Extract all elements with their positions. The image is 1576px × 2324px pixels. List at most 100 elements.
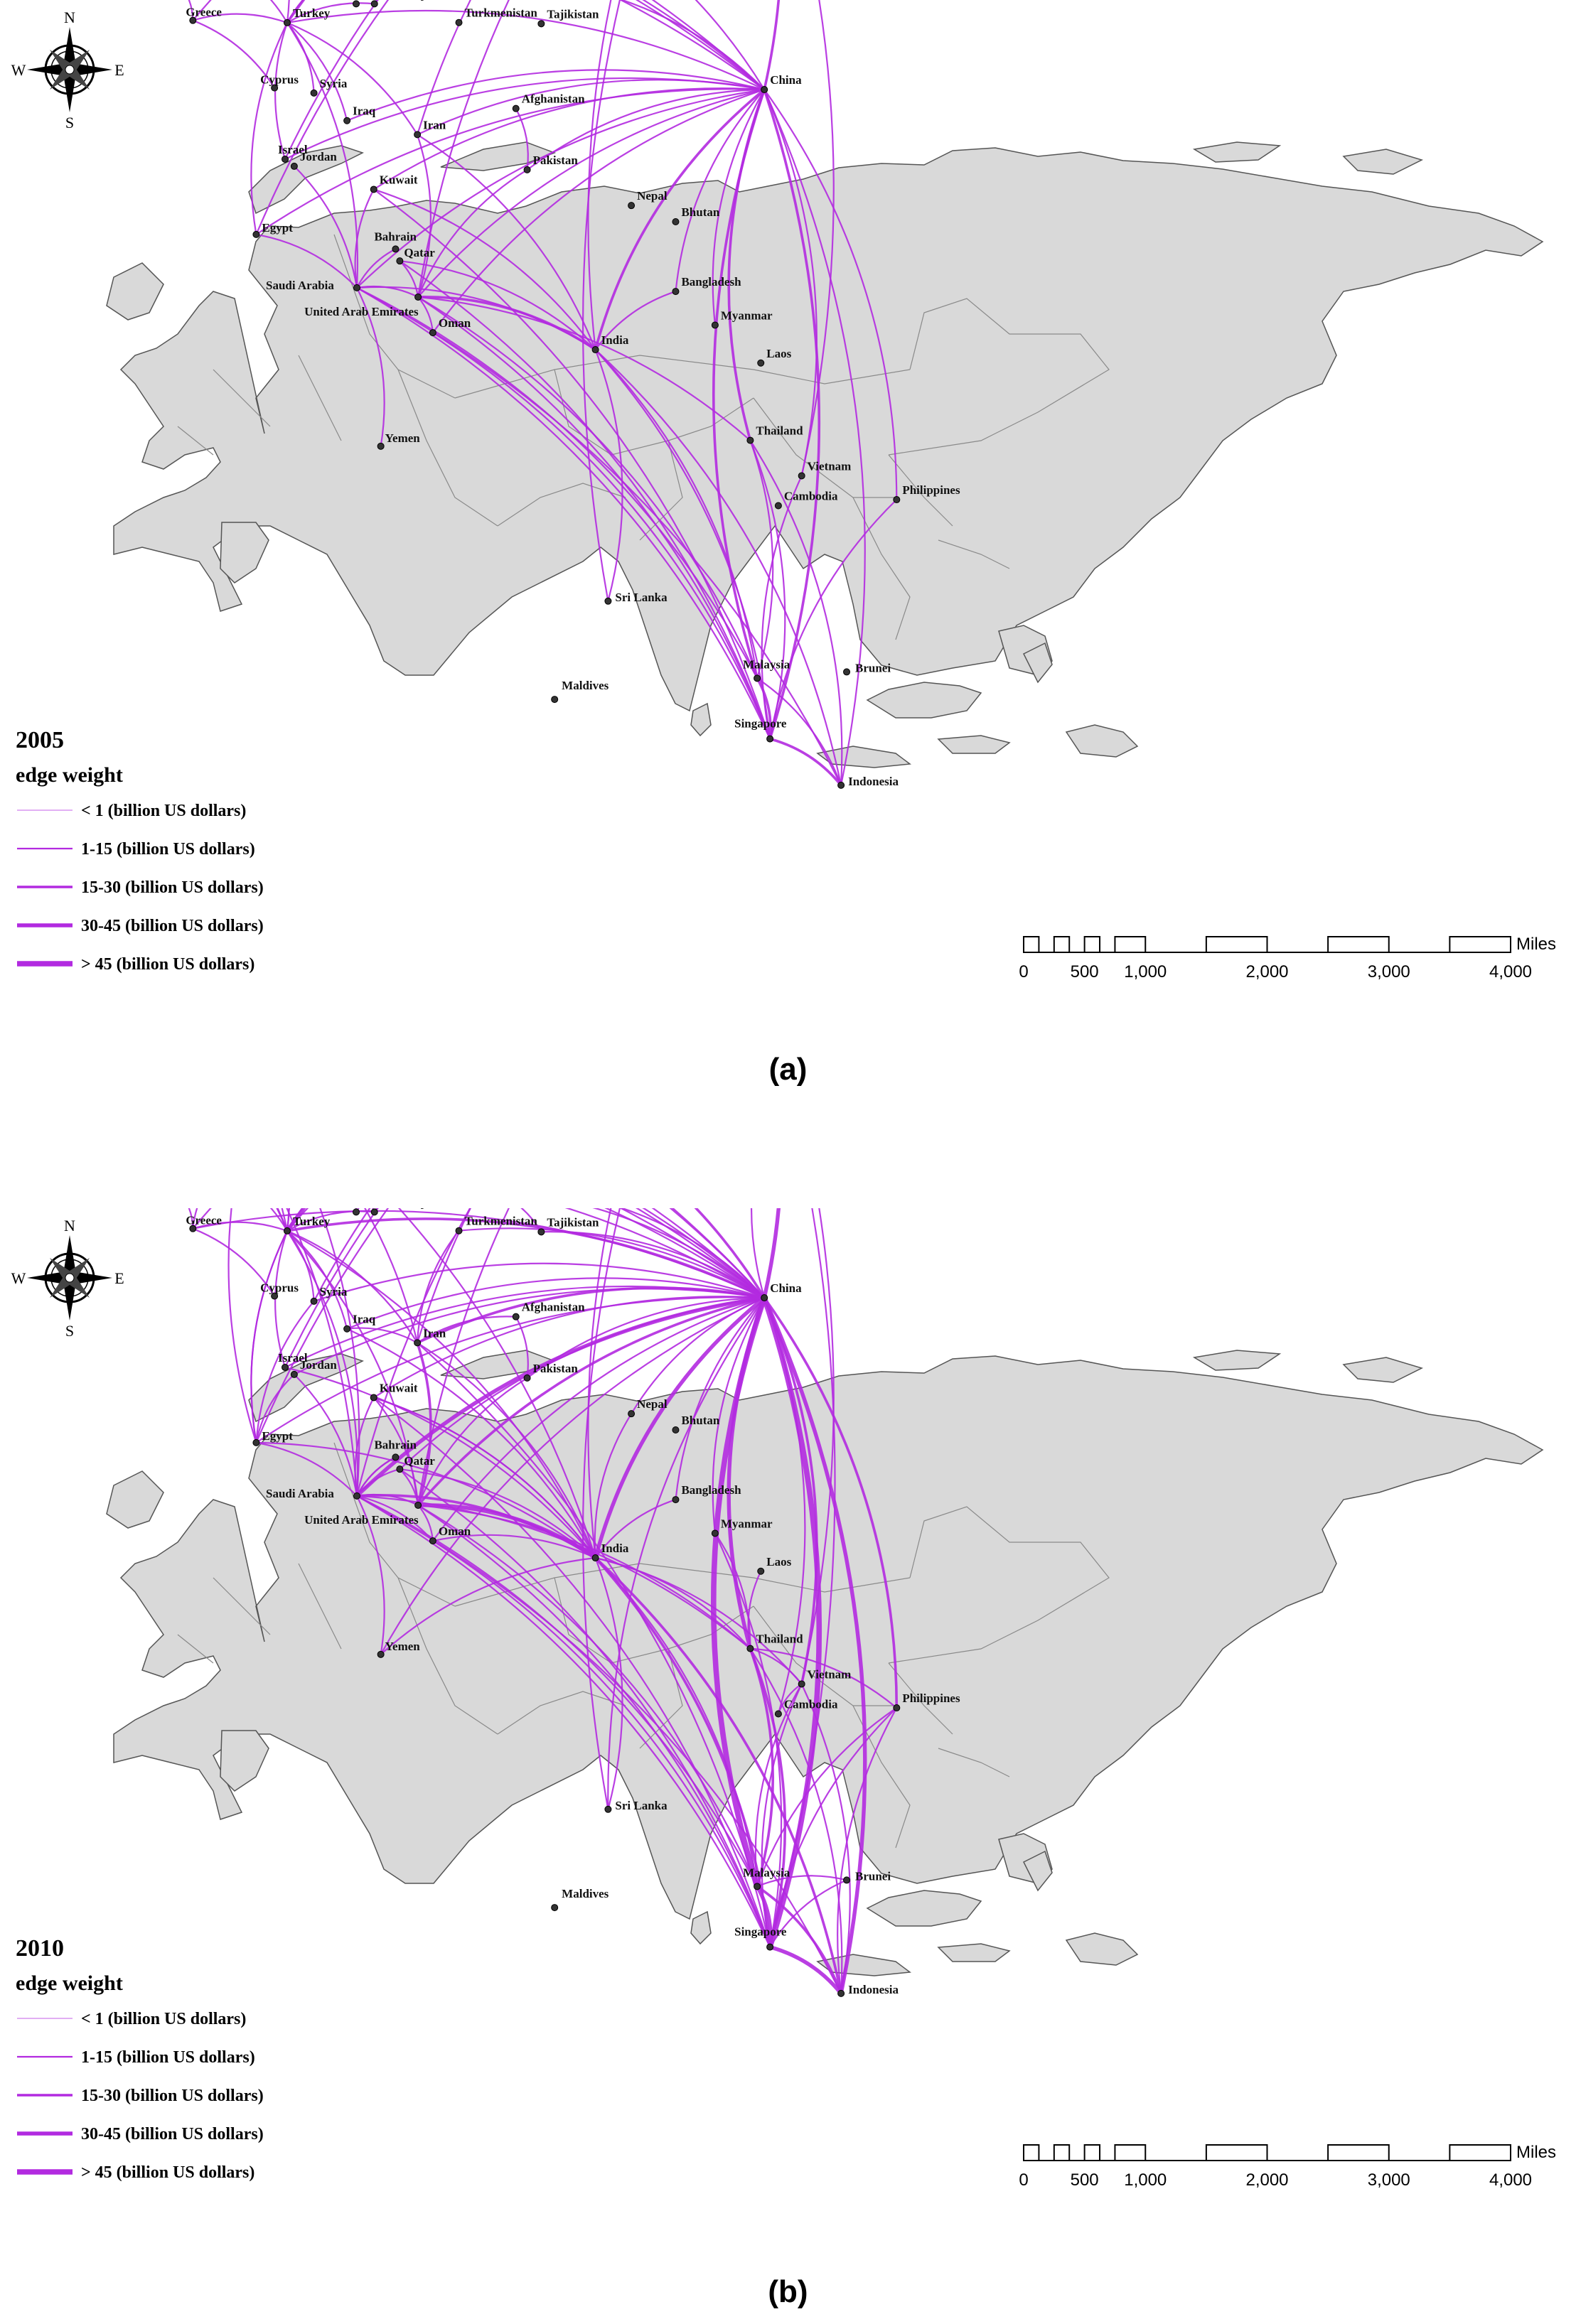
country-label-egypt: Egypt: [262, 221, 293, 235]
trade-edge-russia-china: [763, 0, 781, 90]
country-label-india: India: [601, 1542, 629, 1555]
scale-tick-label: 4,000: [1489, 2170, 1532, 2190]
node-cambodia: [774, 1710, 782, 1718]
scale-tick-label: 0: [1019, 2170, 1028, 2190]
node-china: [761, 86, 768, 94]
trade-edge-india-israel: [284, 1366, 596, 1559]
trade-edge-greece-turkey: [192, 13, 288, 23]
trade-edge-syria-turkey: [286, 22, 315, 93]
node-bhutan: [672, 218, 680, 226]
country-label-kuwait: Kuwait: [380, 1381, 418, 1394]
trade-edge-china-sri-lanka: [607, 1297, 766, 1809]
land-shape: [1022, 642, 1053, 684]
country-label-cambodia: Cambodia: [784, 1697, 838, 1711]
country-border: [639, 1648, 683, 1749]
node-india: [591, 346, 599, 354]
country-label-cambodia: Cambodia: [784, 489, 838, 502]
trade-edge-iran-united-arab-emirates: [416, 1342, 432, 1506]
trade-edge-india-yemen: [380, 1556, 596, 1655]
country-label-syria: Syria: [320, 1285, 348, 1298]
node-turkmenistan: [455, 18, 463, 26]
land-shape: [248, 1353, 364, 1423]
node-united-arab-emirates: [414, 293, 422, 301]
node-greece: [189, 1225, 197, 1232]
node-maldives: [551, 696, 559, 704]
node-kuwait: [370, 1394, 377, 1402]
country-label-thailand: Thailand: [756, 1632, 803, 1646]
country-label-qatar: Qatar: [404, 1454, 435, 1468]
legend-item-label: 30-45 (billion US dollars): [81, 917, 264, 935]
land-shape: [106, 262, 164, 321]
country-label-armenia: Armenia: [362, 1208, 408, 1209]
country-label-azerbaijan: Azerbaijan: [380, 1208, 439, 1209]
country-label-united-arab-emirates: United Arab Emirates: [304, 305, 419, 318]
node-philippines: [893, 496, 901, 504]
country-label-saudi-arabia: Saudi Arabia: [266, 279, 334, 292]
node-thailand: [746, 436, 754, 444]
trade-edge-china-vietnam: [763, 1297, 818, 1684]
country-label-iraq: Iraq: [353, 1313, 376, 1326]
country-label-turkey: Turkey: [293, 1215, 331, 1228]
panel-caption: (a): [768, 1052, 808, 1087]
trade-edge-china-lithuania: [671, 1208, 766, 1298]
node-laos: [757, 359, 765, 367]
trade-edge-egypt-syria: [255, 1301, 315, 1443]
country-label-indonesia: Indonesia: [848, 775, 899, 788]
trade-edge-china-kyrgyzstan: [619, 1208, 765, 1298]
node-oman: [429, 1537, 436, 1545]
compass-w-label: W: [11, 1269, 26, 1287]
trade-edge-china-saudi-arabia: [356, 88, 765, 289]
trade-edge-singapore-philippines: [769, 1707, 898, 1947]
country-border: [497, 1691, 626, 1735]
trade-edge-india-vietnam: [595, 1556, 803, 1685]
country-label-bahrain: Bahrain: [374, 230, 417, 243]
country-label-bangladesh: Bangladesh: [681, 275, 741, 289]
trade-edge-singapore-brunei: [769, 1879, 847, 1948]
trade-edge-azerbaijan-turkey: [286, 2, 375, 23]
legend-item-label: > 45 (billion US dollars): [81, 955, 254, 974]
trade-edge-russia-egypt: [255, 1208, 390, 1443]
node-turkey: [283, 18, 291, 26]
trade-edge-china-belarus: [669, 1208, 766, 1298]
land-shape: [866, 682, 982, 719]
country-label-brunei: Brunei: [855, 661, 891, 674]
node-indonesia: [837, 1989, 845, 1997]
country-label-turkmenistan: Turkmenistan: [465, 6, 538, 20]
country-label-yemen: Yemen: [385, 431, 421, 445]
trade-edge-china-thailand: [727, 1297, 766, 1650]
trade-edge-china-india: [594, 88, 766, 350]
country-border: [298, 1563, 342, 1650]
land-shape: [1342, 1357, 1424, 1383]
node-iran: [414, 131, 422, 139]
trade-edge-china-bangladesh: [675, 89, 766, 292]
trade-edge-singapore-qatar: [399, 260, 771, 739]
node-cyprus: [271, 1292, 279, 1300]
trade-edge-turkey-ukraine: [286, 0, 290, 23]
scale-bar: 0 500 1,000 2,000 3,000 4,000 Miles: [1019, 2143, 1556, 2190]
trade-edge-china-singapore: [763, 89, 821, 740]
scale-bar: 0 500 1,000 2,000 3,000 4,000 Miles: [1019, 935, 1556, 981]
node-india: [591, 1554, 599, 1562]
country-label-philippines: Philippines: [902, 1691, 960, 1705]
land-shape: [1022, 1850, 1053, 1892]
trade-edge-india-indonesia: [594, 349, 842, 786]
country-label-iran: Iran: [423, 1326, 446, 1340]
country-label-pakistan: Pakistan: [533, 154, 579, 167]
node-china: [761, 1294, 768, 1302]
country-label-azerbaijan: Azerbaijan: [380, 0, 439, 1]
country-label-thailand: Thailand: [756, 424, 803, 438]
node-sri-lanka: [604, 597, 612, 605]
country-label-singapore: Singapore: [734, 1925, 787, 1939]
trade-edge-russia-israel: [284, 1208, 379, 1368]
country-border: [333, 234, 456, 399]
trade-edge-thailand-vietnam: [750, 1647, 803, 1685]
country-label-oman: Oman: [439, 316, 471, 330]
country-label-egypt: Egypt: [262, 1429, 293, 1443]
country-label-greece: Greece: [186, 6, 222, 19]
country-label-malaysia: Malaysia: [743, 657, 790, 671]
country-label-bhutan: Bhutan: [681, 1414, 719, 1427]
trade-edge-singapore-united-arab-emirates: [417, 1504, 771, 1947]
land-shape: [1065, 724, 1139, 758]
country-label-bangladesh: Bangladesh: [681, 1483, 741, 1497]
country-label-cyprus: Cyprus: [260, 1281, 299, 1295]
